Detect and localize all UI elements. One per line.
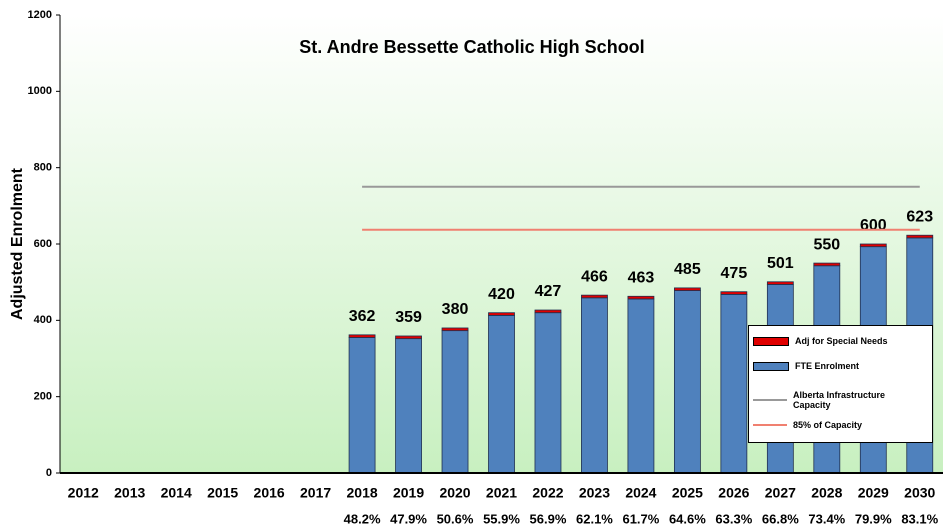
bar — [766, 281, 794, 285]
total-label: 420 — [488, 286, 515, 303]
bar — [720, 293, 748, 474]
x-tick-label: 2022 — [532, 485, 563, 501]
total-label: 485 — [674, 261, 701, 278]
total-label: 380 — [442, 301, 469, 318]
bar — [673, 290, 701, 474]
bar — [906, 234, 934, 239]
bar — [348, 337, 376, 474]
legend-swatch — [753, 361, 789, 371]
legend-item: Alberta Infrastructure Capacity — [753, 390, 921, 410]
legend-item: Adj for Special Needs — [753, 336, 923, 346]
bar — [673, 287, 701, 291]
x-tick-label: 2028 — [811, 485, 842, 501]
percent-label: 47.9% — [390, 511, 427, 526]
bar — [859, 243, 887, 248]
x-tick-label: 2018 — [347, 485, 378, 501]
total-label: 600 — [860, 217, 887, 234]
x-tick-label: 2021 — [486, 485, 517, 501]
legend-label: Adj for Special Needs — [795, 336, 888, 346]
total-label: 362 — [349, 308, 376, 325]
x-tick-label: 2024 — [625, 485, 656, 501]
percent-label: 50.6% — [437, 511, 474, 526]
legend-swatch — [753, 399, 787, 401]
percent-label: 56.9% — [530, 511, 567, 526]
y-tick-label: 600 — [34, 238, 52, 250]
bar — [395, 338, 422, 474]
legend: Adj for Special Needs FTE Enrolment Albert… — [748, 325, 933, 443]
x-tick-label: 2026 — [718, 485, 749, 501]
total-label: 427 — [535, 283, 562, 300]
x-tick-label: 2029 — [858, 485, 889, 501]
bar — [488, 312, 515, 316]
y-axis-label: Adjusted Enrolment — [9, 167, 26, 320]
bar — [581, 297, 608, 474]
bar — [534, 312, 562, 474]
bar — [441, 327, 469, 332]
percent-label: 64.6% — [669, 511, 706, 526]
y-tick-label: 200 — [34, 391, 52, 403]
bar — [441, 330, 469, 474]
percent-label: 66.8% — [762, 511, 799, 526]
percent-label: 62.1% — [576, 511, 613, 526]
bar — [534, 309, 562, 314]
x-tick-label: 2025 — [672, 485, 703, 501]
x-tick-label: 2014 — [161, 485, 192, 501]
total-label: 475 — [721, 265, 748, 282]
x-tick-label: 2019 — [393, 485, 424, 501]
legend-item: FTE Enrolment — [753, 361, 923, 371]
percent-label: 79.9% — [855, 511, 892, 526]
percent-label: 61.7% — [622, 511, 659, 526]
x-tick-label: 2013 — [114, 485, 145, 501]
legend-item: 85% of Capacity — [753, 420, 921, 430]
total-label: 550 — [813, 236, 840, 253]
percent-label: 63.3% — [715, 511, 752, 526]
y-tick-label: 0 — [46, 467, 52, 479]
x-tick-label: 2030 — [904, 485, 935, 501]
chart-title: St. Andre Bessette Catholic High School — [299, 37, 644, 57]
bar — [627, 295, 655, 300]
x-tick-label: 2020 — [439, 485, 470, 501]
y-tick-label: 400 — [34, 314, 52, 326]
bar — [813, 262, 841, 267]
x-tick-label: 2012 — [68, 485, 99, 501]
x-tick-label: 2017 — [300, 485, 331, 501]
bar — [720, 291, 748, 295]
bar — [627, 298, 655, 474]
legend-label: FTE Enrolment — [795, 361, 860, 371]
y-tick-label: 1200 — [28, 9, 52, 21]
bar — [488, 314, 515, 474]
bar — [581, 294, 608, 299]
x-tick-label: 2027 — [765, 485, 796, 501]
percent-label: 48.2% — [344, 511, 381, 526]
legend-swatch — [753, 424, 787, 426]
x-tick-label: 2023 — [579, 485, 610, 501]
total-label: 463 — [628, 270, 655, 287]
legend-label: Alberta Infrastructure Capacity — [793, 390, 886, 410]
bar — [348, 334, 376, 338]
percent-label: 73.4% — [808, 511, 845, 526]
total-label: 359 — [395, 309, 422, 326]
percent-label: 83.1% — [901, 511, 938, 526]
bar — [395, 335, 422, 340]
total-label: 466 — [581, 268, 608, 285]
y-tick-label: 800 — [34, 162, 52, 174]
total-label: 501 — [767, 255, 794, 272]
y-tick-label: 1000 — [28, 85, 52, 97]
legend-swatch — [753, 336, 789, 346]
x-tick-label: 2015 — [207, 485, 238, 501]
legend-label: 85% of Capacity — [793, 420, 863, 430]
total-label: 623 — [906, 208, 933, 225]
x-tick-label: 2016 — [254, 485, 285, 501]
percent-label: 55.9% — [483, 511, 520, 526]
